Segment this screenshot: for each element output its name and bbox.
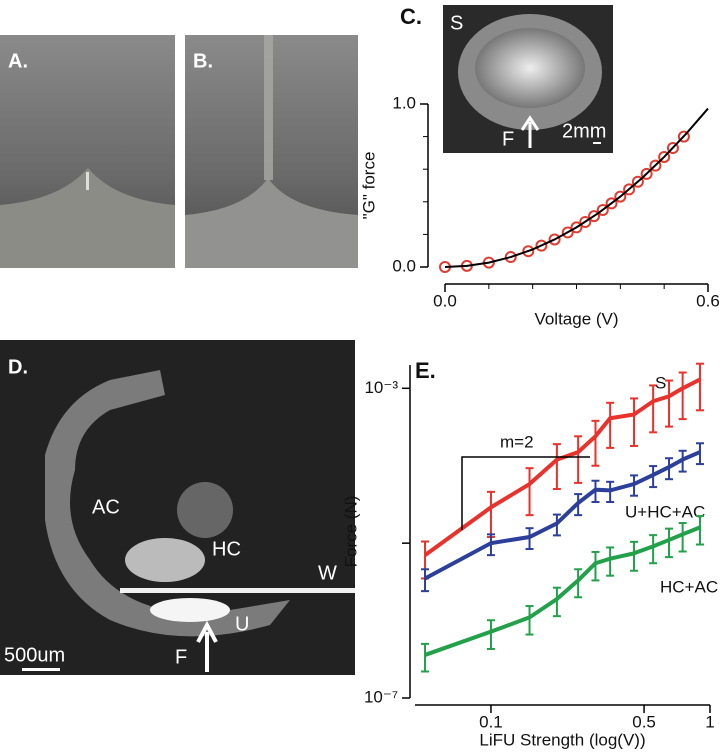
x-axis-label: Voltage (V) [534, 309, 618, 328]
x-tick-label: 1 [705, 712, 714, 731]
photo-label: U [235, 613, 249, 635]
series-label: U+HC+AC [625, 502, 705, 521]
photo-label: 500um [4, 644, 65, 666]
x-tick-label: 0.5 [632, 712, 656, 731]
x-axis-label: LiFU Strength (log(V)) [479, 730, 645, 749]
data-point [614, 190, 627, 203]
inset-photo [443, 5, 613, 153]
data-point [522, 245, 535, 258]
fit-curve [444, 107, 709, 268]
data-point [579, 216, 592, 229]
series-label: S [655, 373, 666, 392]
inset-label: F [502, 128, 514, 150]
photo-label: F [175, 646, 187, 668]
data-point [548, 233, 561, 246]
data-point [561, 226, 574, 239]
slope-bracket [461, 456, 590, 530]
data-point [666, 142, 679, 155]
x-tick-label: 0.6 [696, 291, 720, 310]
data-point [504, 251, 517, 264]
photo-d [0, 340, 355, 675]
photo-label: AC [92, 496, 120, 518]
series-line [424, 525, 701, 657]
panel-label: C. [400, 4, 422, 29]
data-point [649, 159, 662, 172]
panel-label: A. [8, 50, 28, 72]
data-point [570, 221, 583, 234]
data-point [677, 130, 690, 143]
inset-label: 2mm [562, 120, 606, 142]
series-label: HC+AC [660, 577, 718, 596]
x-tick-label: 0.1 [479, 712, 503, 731]
annotation: m=2 [500, 432, 534, 451]
data-point [588, 210, 601, 223]
y-axis-label: "G" force [359, 152, 378, 220]
photo-b [185, 35, 358, 268]
photo-a [0, 35, 175, 268]
x-tick-label: 0.0 [433, 291, 457, 310]
y-tick-label: 0.0 [392, 256, 416, 275]
panel-label: D. [8, 356, 28, 378]
data-point [658, 150, 671, 163]
data-point [623, 183, 636, 196]
inset-label: S [450, 12, 463, 34]
y-tick-label: 10⁻³ [364, 378, 398, 397]
data-point [535, 239, 548, 252]
data-point [605, 197, 618, 210]
panel-label: B. [193, 50, 213, 72]
y-axis-label: Force (N) [341, 496, 360, 568]
photo-label: HC [212, 538, 241, 560]
series-line [423, 377, 701, 557]
y-tick-label: 1.0 [392, 93, 416, 112]
y-tick-label: 10⁻⁷ [364, 687, 398, 706]
series-line [424, 450, 701, 581]
photo-label: W [318, 562, 337, 584]
data-point [640, 167, 653, 180]
panel-label: E. [415, 358, 436, 383]
data-point [596, 203, 609, 216]
data-point [631, 175, 644, 188]
